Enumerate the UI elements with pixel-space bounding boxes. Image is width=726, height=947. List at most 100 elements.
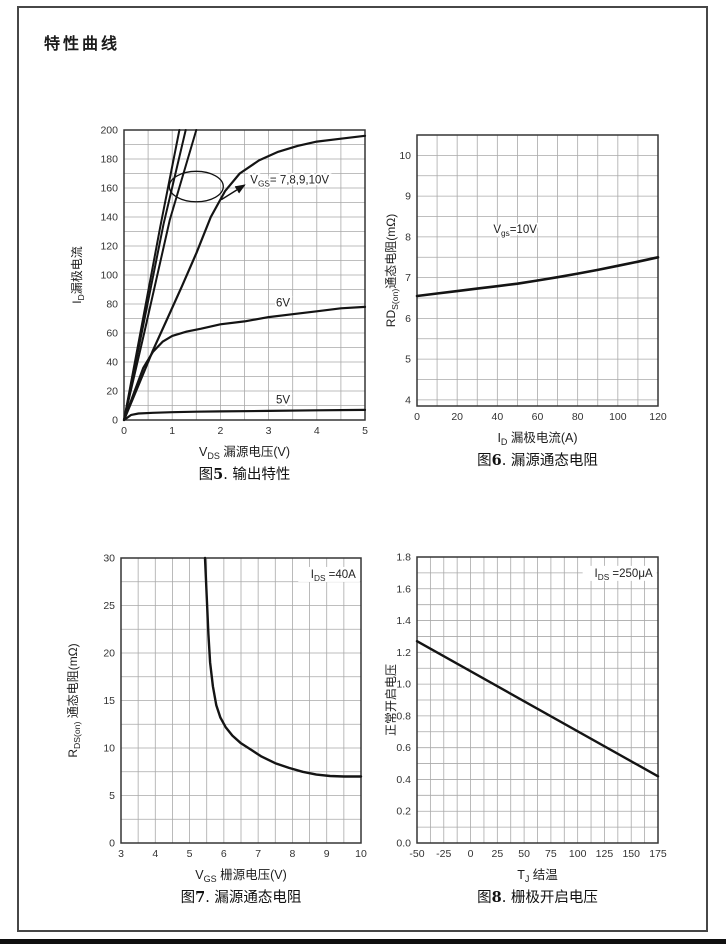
curve-label: 6V [276, 298, 290, 310]
y-tick-label: 1.2 [396, 647, 411, 659]
curve-IDS=40A [203, 556, 363, 778]
y-tick-label: 1.0 [396, 679, 411, 691]
y-tick-label: 30 [103, 553, 115, 565]
annotation-bg [298, 566, 360, 582]
curve-label: 5V [276, 395, 290, 407]
x-tick-label: 100 [609, 411, 627, 423]
highlight-ellipse [168, 170, 224, 203]
y-tick-label: 6 [405, 313, 411, 325]
annotation-label: IDS =250μA [595, 568, 653, 582]
plot-border [123, 129, 366, 421]
annotation-arrow [220, 184, 246, 201]
x-tick-label: 20 [451, 411, 463, 423]
x-tick-label: 3 [118, 848, 124, 860]
y-tick-label: 140 [100, 212, 118, 224]
x-tick-label: 60 [532, 411, 544, 423]
y-tick-label: 0 [112, 415, 118, 427]
y-tick-label: 10 [103, 743, 115, 755]
y-tick-label: 7 [405, 272, 411, 284]
x-tick-label: 175 [649, 848, 667, 860]
figure8-gate-threshold-voltage: -50 -25 0 25 50 75 100 125 150 175 0.0 0.2 0.4 0.6 0.8… [359, 543, 674, 921]
x-tick-label: 9 [324, 848, 330, 860]
gate-threshold-vs-junction-temp-plot: -50 -25 0 25 50 75 100 125 150 175 0.0 0.2 0.4 0.6 0.8… [384, 552, 667, 907]
x-tick-label: 0 [468, 848, 474, 860]
figure7-rds-on-vs-gate-voltage: 3 4 5 6 7 8 9 10 0 5 10 15 20 25 30 IDS =40A VGS 栅源电压(V)… [63, 544, 377, 921]
x-axis-label: VGS 栅源电压(V) [195, 867, 287, 884]
grid-lines [123, 129, 366, 421]
x-tick-label: 6 [221, 848, 227, 860]
y-tick-label: 1.8 [396, 552, 411, 564]
y-tick-label: 200 [100, 125, 118, 137]
curve-VGS=7V [122, 134, 367, 422]
y-tick-label: 80 [106, 299, 118, 311]
curve-IDS=250uA [415, 639, 660, 778]
page-border [17, 6, 708, 932]
y-tick-label: 0.2 [396, 806, 411, 818]
y-axis-label: ID漏极电流 [70, 246, 86, 304]
y-tick-label: 0.4 [396, 774, 411, 786]
plot-border [416, 134, 659, 407]
figure-caption: 图7. 漏源通态电阻 [181, 889, 302, 906]
y-tick-label: 20 [106, 386, 118, 398]
curve-VGS=8V [123, 129, 198, 421]
x-tick-label: 5 [362, 425, 368, 437]
y-tick-label: 25 [103, 600, 115, 612]
x-tick-label: 7 [255, 848, 261, 860]
x-tick-label: 75 [545, 848, 557, 860]
x-tick-label: 2 [217, 425, 223, 437]
y-axis-label: RDS(on)通态电阻(mΩ) [384, 214, 400, 327]
page-title: 特性曲线 [44, 34, 121, 53]
y-axis-label: RDS(on) 通态电阻(mΩ) [66, 643, 82, 757]
curve-VGS=6V [122, 305, 367, 422]
x-tick-label: 80 [572, 411, 584, 423]
y-tick-label: 180 [100, 154, 118, 166]
y-tick-label: 0 [109, 838, 115, 850]
y-tick-label: 60 [106, 328, 118, 340]
plot-border [120, 557, 362, 844]
x-axis-label: TJ 结温 [517, 868, 558, 884]
figure-caption: 图6. 漏源通态电阻 [477, 452, 598, 469]
y-tick-label: 0.6 [396, 742, 411, 754]
x-tick-label: 150 [622, 848, 640, 860]
annotation-label: VGS= 7,8,9,10V [250, 175, 329, 189]
y-tick-label: 20 [103, 648, 115, 660]
grid-lines [120, 557, 362, 844]
x-tick-label: 4 [152, 848, 158, 860]
y-tick-label: 160 [100, 183, 118, 195]
x-tick-label: 120 [649, 411, 667, 423]
x-axis-label: ID 漏极电流(A) [497, 430, 577, 447]
rds-on-vs-gate-voltage-plot: 3 4 5 6 7 8 9 10 0 5 10 15 20 25 30 IDS =40A VGS 栅源电压(V)… [66, 553, 367, 907]
rds-on-vs-drain-current-plot: 0 20 40 60 80 100 120 4 5 6 7 8 9 10 Vgs=10V ID 漏极电流(A)… [384, 134, 667, 469]
grid-lines [416, 134, 659, 406]
y-tick-label: 120 [100, 241, 118, 253]
bottom-rule [0, 939, 726, 944]
annotation-label: IDS =40A [311, 569, 356, 583]
y-tick-label: 5 [109, 790, 115, 802]
x-tick-label: -25 [436, 848, 451, 860]
y-tick-label: 40 [106, 357, 118, 369]
y-tick-label: 5 [405, 354, 411, 366]
x-tick-label: 125 [596, 848, 614, 860]
x-tick-label: 0 [121, 425, 127, 437]
y-tick-label: 8 [405, 231, 411, 243]
x-tick-label: -50 [409, 848, 424, 860]
x-tick-label: 10 [355, 848, 367, 860]
grid-lines [416, 556, 659, 844]
x-tick-label: 100 [569, 848, 587, 860]
y-tick-label: 9 [405, 191, 411, 203]
x-tick-label: 4 [314, 425, 320, 437]
x-tick-label: 3 [266, 425, 272, 437]
x-tick-label: 1 [169, 425, 175, 437]
annotation-label: Vgs=10V [493, 224, 537, 238]
figure5-output-characteristics: 0 1 2 3 4 5 0 20 40 60 80 100 120 140 160 180 200 6V 5V VGS… [66, 116, 381, 498]
y-tick-label: 0.0 [396, 838, 411, 850]
annotation-bg [582, 565, 657, 581]
x-tick-label: 8 [290, 848, 296, 860]
output-characteristics-plot: 0 1 2 3 4 5 0 20 40 60 80 100 120 140 160 180 200 6V 5V VGS… [70, 125, 368, 484]
x-axis-label: VDS 漏源电压(V) [199, 444, 290, 461]
curve-VGS=5V [122, 408, 367, 422]
y-tick-label: 100 [100, 270, 118, 282]
plot-border [416, 556, 659, 844]
x-tick-label: 0 [414, 411, 420, 423]
